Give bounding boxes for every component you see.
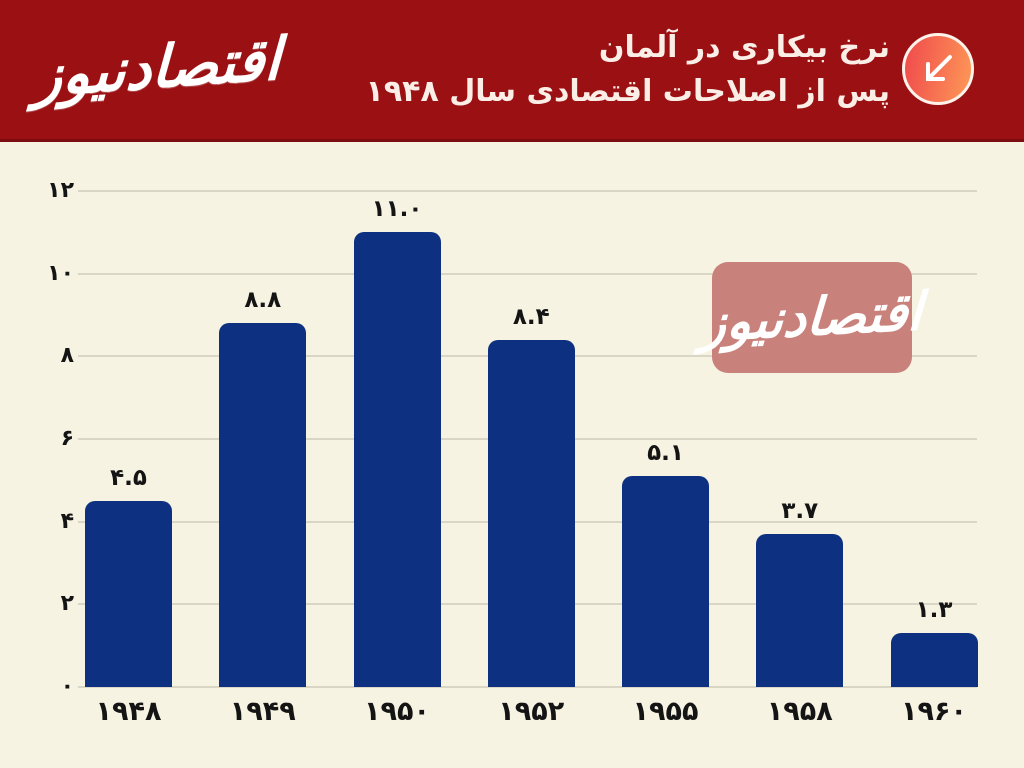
y-tick-label: ۱۲ bbox=[47, 178, 74, 203]
bar-value-label: ۴.۵ bbox=[110, 465, 147, 491]
x-tick-label: ۱۹۵۵ bbox=[632, 696, 699, 727]
watermark-logo-text: اقتصادنیوز bbox=[699, 281, 925, 354]
bar-value-label: ۱.۳ bbox=[915, 597, 953, 624]
bar bbox=[487, 339, 575, 687]
y-tick-label: ۰ bbox=[60, 674, 74, 699]
title-line-1: نرخ بیکاری در آلمان bbox=[598, 29, 890, 65]
title-line-2: پس از اصلاحات اقتصادی سال ۱۹۴۸ bbox=[365, 73, 890, 109]
header-band: اقتصادنیوز نرخ بیکاری در آلمان پس از اصل… bbox=[0, 0, 1024, 142]
gridline bbox=[78, 272, 977, 275]
y-tick-label: ۶ bbox=[60, 426, 74, 451]
watermark-badge: اقتصادنیوز bbox=[700, 262, 924, 373]
decrease-arrow-icon bbox=[902, 33, 974, 105]
eghtesadnews-logo: اقتصادنیوز bbox=[33, 24, 282, 110]
bar-value-label: ۳.۷ bbox=[781, 498, 819, 525]
y-tick-label: ۴ bbox=[60, 508, 74, 534]
x-tick-label: ۱۹۴۹ bbox=[229, 696, 296, 727]
x-tick-label: ۱۹۶۰ bbox=[901, 696, 967, 727]
gridline bbox=[78, 190, 977, 192]
bar-value-label: ۵.۱ bbox=[647, 440, 684, 467]
bar-value-label: ۸.۴ bbox=[512, 303, 550, 330]
x-tick-label: ۱۹۵۰ bbox=[364, 696, 430, 727]
bar bbox=[85, 501, 172, 687]
bar bbox=[756, 534, 844, 687]
y-tick-label: ۲ bbox=[60, 591, 74, 617]
chart-title: نرخ بیکاری در آلمان پس از اصلاحات اقتصاد… bbox=[366, 26, 890, 114]
bar bbox=[219, 323, 307, 687]
bar-chart: اقتصادنیوز ۰ ۲ ۴ ۶ ۸ ۱۰ ۱۲ ۴.۵ ۱۹۴۸ ۸.۸ ۱۹۴۹ ۱۱.۰ ۱۹… bbox=[0, 145, 1024, 768]
bar-value-label: ۱۱.۰ bbox=[371, 196, 423, 223]
bar bbox=[353, 232, 441, 687]
bar bbox=[890, 633, 978, 687]
x-tick-label: ۱۹۵۸ bbox=[766, 696, 833, 727]
bar-value-label: ۸.۸ bbox=[244, 287, 282, 314]
gridline bbox=[78, 686, 977, 688]
bar bbox=[622, 476, 709, 687]
x-tick-label: ۱۹۵۲ bbox=[498, 696, 565, 727]
y-tick-label: ۱۰ bbox=[47, 260, 74, 286]
y-tick-label: ۸ bbox=[60, 343, 74, 369]
x-tick-label: ۱۹۴۸ bbox=[95, 696, 162, 727]
